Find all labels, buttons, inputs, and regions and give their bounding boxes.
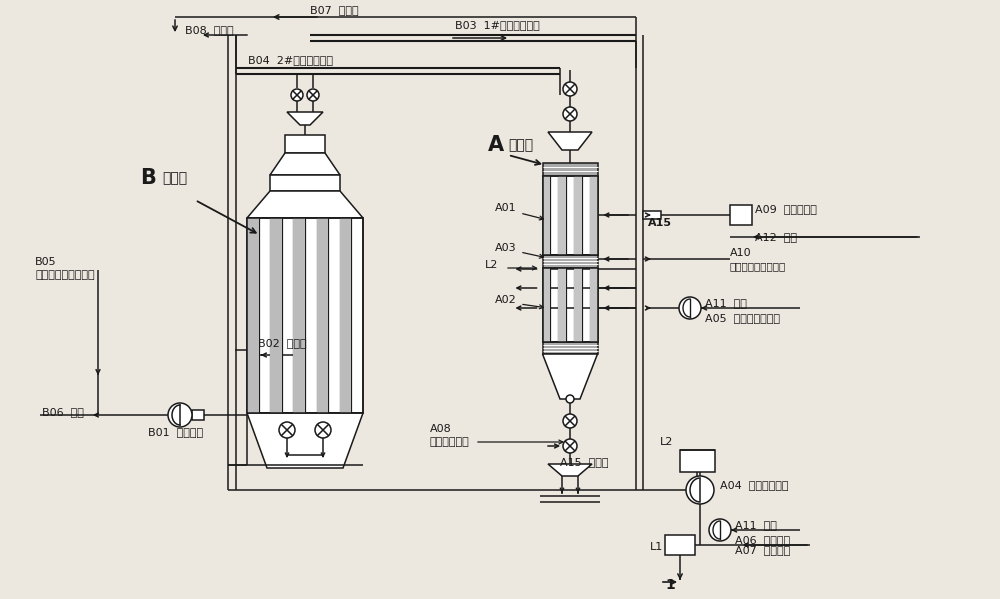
Bar: [542, 268, 598, 342]
Bar: [340, 218, 351, 413]
Text: A04  熱風循環風機: A04 熱風循環風機: [720, 480, 788, 490]
Circle shape: [709, 519, 731, 541]
Bar: [270, 218, 282, 413]
Circle shape: [563, 82, 577, 96]
Bar: [542, 268, 550, 342]
Polygon shape: [542, 354, 598, 399]
Text: 解析塔: 解析塔: [508, 138, 533, 152]
Text: B01  增壓風機: B01 增壓風機: [148, 427, 203, 437]
Circle shape: [279, 422, 295, 438]
Text: A: A: [488, 135, 504, 155]
Bar: [542, 255, 598, 268]
Text: L1: L1: [650, 542, 663, 552]
Text: A09  氮氣加熱器: A09 氮氣加熱器: [755, 204, 817, 214]
Polygon shape: [287, 112, 323, 125]
Text: A07  高爐煤氣: A07 高爐煤氣: [735, 545, 790, 555]
Bar: [542, 176, 550, 255]
Bar: [247, 218, 363, 413]
Bar: [558, 268, 566, 342]
Bar: [643, 211, 661, 219]
Polygon shape: [247, 413, 363, 468]
Text: B05: B05: [35, 257, 57, 267]
Polygon shape: [247, 191, 363, 218]
Circle shape: [563, 439, 577, 453]
Bar: [680, 450, 715, 472]
Bar: [574, 268, 582, 342]
Bar: [542, 163, 598, 176]
Circle shape: [679, 297, 701, 319]
Bar: [542, 176, 598, 255]
Text: B: B: [140, 168, 156, 188]
Bar: [665, 535, 695, 555]
Polygon shape: [548, 464, 592, 476]
Bar: [270, 175, 340, 191]
Text: L2: L2: [485, 260, 498, 270]
Text: 吸附塔: 吸附塔: [162, 171, 187, 185]
Bar: [247, 218, 259, 413]
Text: A11  空氣: A11 空氣: [705, 298, 747, 308]
Circle shape: [315, 422, 331, 438]
Circle shape: [566, 395, 574, 403]
Text: A08: A08: [430, 424, 452, 434]
Text: 富硫氣體去制酸系統: 富硫氣體去制酸系統: [730, 261, 786, 271]
Bar: [293, 218, 305, 413]
Bar: [542, 176, 598, 255]
Circle shape: [686, 476, 714, 504]
Bar: [542, 268, 598, 342]
Bar: [317, 218, 328, 413]
Text: A12  氮氣: A12 氮氣: [755, 232, 797, 242]
Bar: [285, 135, 325, 153]
Bar: [542, 342, 598, 354]
Bar: [574, 176, 582, 255]
Circle shape: [563, 107, 577, 121]
Polygon shape: [548, 132, 592, 150]
Text: 活性炭振動篩: 活性炭振動篩: [430, 437, 470, 447]
Text: B04  2#活性炭輸送機: B04 2#活性炭輸送機: [248, 55, 333, 65]
Text: A10: A10: [730, 248, 752, 258]
Text: B06  空氣: B06 空氣: [42, 407, 84, 417]
Text: B08  去煙囪: B08 去煙囪: [185, 25, 234, 35]
Bar: [730, 205, 752, 225]
Text: A05  活性炭冷卻風機: A05 活性炭冷卻風機: [705, 313, 780, 323]
Bar: [192, 410, 204, 420]
Text: 來自燒結機的熱煙氣: 來自燒結機的熱煙氣: [35, 270, 95, 280]
Bar: [558, 176, 566, 255]
Bar: [247, 218, 363, 413]
Text: B07  凈煙氣: B07 凈煙氣: [310, 5, 359, 15]
Circle shape: [168, 403, 192, 427]
Text: A01: A01: [495, 203, 517, 213]
Text: A11  空氣: A11 空氣: [735, 520, 777, 530]
Bar: [590, 176, 598, 255]
Text: A06  助燃風機: A06 助燃風機: [735, 535, 790, 545]
Circle shape: [307, 89, 319, 101]
Polygon shape: [270, 153, 340, 175]
Circle shape: [291, 89, 303, 101]
Text: B02  稀氮氣: B02 稀氮氣: [258, 338, 307, 348]
Text: A02: A02: [495, 295, 517, 305]
Bar: [590, 268, 598, 342]
Text: B03  1#活性炭輸送機: B03 1#活性炭輸送機: [455, 20, 540, 30]
Text: L2: L2: [660, 437, 673, 447]
Text: A15  去灰倉: A15 去灰倉: [560, 457, 608, 467]
Circle shape: [563, 414, 577, 428]
Text: A03: A03: [495, 243, 517, 253]
Text: A15: A15: [648, 218, 672, 228]
Text: 1: 1: [665, 578, 675, 592]
